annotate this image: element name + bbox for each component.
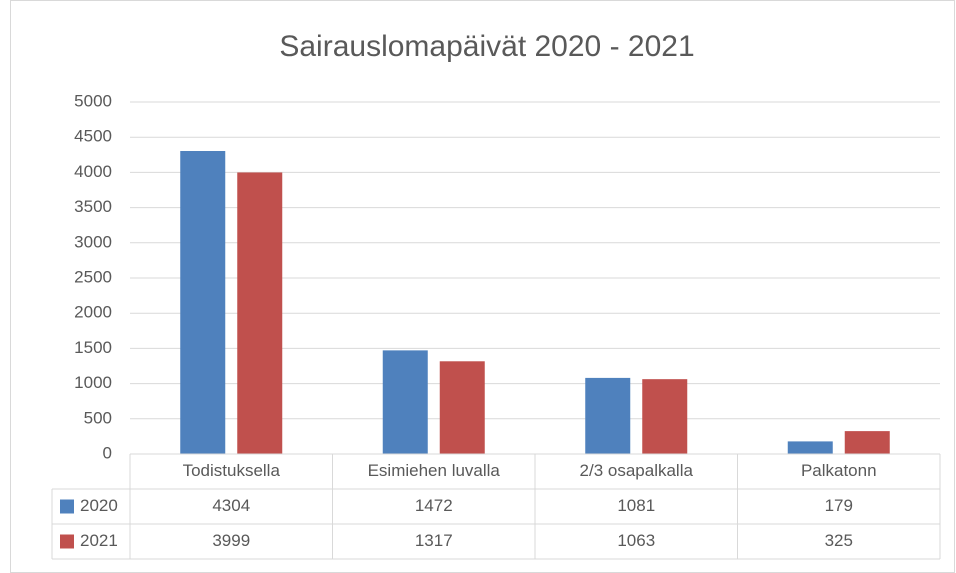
table-value: 1063 bbox=[617, 531, 655, 550]
bar bbox=[237, 172, 283, 454]
legend-swatch bbox=[60, 534, 74, 549]
bar bbox=[382, 350, 428, 454]
table-value: 1317 bbox=[415, 531, 453, 550]
bar bbox=[180, 150, 226, 454]
y-tick-label: 500 bbox=[84, 408, 112, 427]
table-value: 325 bbox=[825, 531, 853, 550]
x-tick-label: Palkatonn bbox=[801, 461, 877, 480]
y-tick-label: 2000 bbox=[74, 303, 112, 322]
y-tick-label: 1500 bbox=[74, 338, 112, 357]
y-tick-label: 4000 bbox=[74, 162, 112, 181]
y-tick-label: 5000 bbox=[74, 91, 112, 110]
y-tick-label: 3500 bbox=[74, 197, 112, 216]
y-tick-label: 4500 bbox=[74, 127, 112, 146]
table-value: 4304 bbox=[212, 496, 250, 515]
bar bbox=[642, 379, 688, 454]
legend-label: 2021 bbox=[80, 531, 118, 550]
table-value: 1081 bbox=[617, 496, 655, 515]
x-tick-label: Esimiehen luvalla bbox=[368, 461, 501, 480]
y-tick-label: 2500 bbox=[74, 267, 112, 286]
x-tick-label: Todistuksella bbox=[183, 461, 281, 480]
y-tick-label: 0 bbox=[103, 443, 112, 462]
y-tick-label: 1000 bbox=[74, 373, 112, 392]
x-tick-label: 2/3 osapalkalla bbox=[580, 461, 694, 480]
table-value: 179 bbox=[825, 496, 853, 515]
legend-label: 2020 bbox=[80, 496, 118, 515]
bar bbox=[439, 361, 485, 454]
y-tick-label: 3000 bbox=[74, 232, 112, 251]
chart-title: Sairauslomapäivät 2020 - 2021 bbox=[279, 30, 694, 63]
chart-frame bbox=[10, 0, 955, 573]
bar bbox=[787, 441, 833, 454]
table-value: 1472 bbox=[415, 496, 453, 515]
table-value: 3999 bbox=[212, 531, 250, 550]
bar bbox=[585, 377, 631, 454]
legend-swatch bbox=[60, 499, 74, 514]
bar bbox=[844, 431, 890, 454]
